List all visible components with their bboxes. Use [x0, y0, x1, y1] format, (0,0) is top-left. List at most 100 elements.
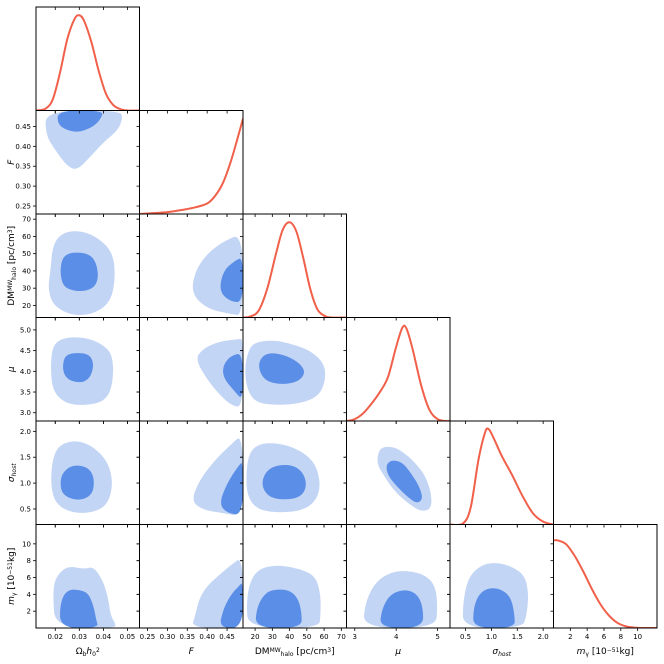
x-tick-label: 4 — [394, 633, 399, 641]
panel-frame — [139, 110, 244, 215]
x-tick-label: 10 — [633, 633, 642, 641]
y-tick-label: 40 — [22, 267, 31, 275]
y-tick-label: 4.5 — [20, 347, 31, 355]
panel-frame — [346, 317, 451, 422]
x-tick-label: 3 — [353, 633, 357, 641]
panel-frame — [35, 6, 140, 111]
y-tick-label: 1.5 — [20, 454, 31, 462]
panel-dm-vs-dm — [242, 213, 347, 321]
x-tick-label: 40 — [285, 633, 294, 641]
y-tick-label: 60 — [22, 233, 31, 241]
panel-sigma-vs-mu — [343, 420, 451, 528]
marginal-curve-F — [139, 118, 243, 214]
contour-68-dm-omega — [60, 252, 98, 292]
x-tick-label: 0.40 — [199, 633, 215, 641]
contour-68-dm-F — [220, 258, 243, 302]
panel-mu-vs-mu — [346, 317, 451, 424]
x-tick-label: 0.30 — [160, 633, 176, 641]
y-tick-label: 2 — [27, 608, 31, 616]
x-tick-label: 30 — [268, 633, 277, 641]
contour-68-mg-sigma — [473, 588, 515, 628]
y-axis-label-dm: DMMWhalo [pc/cm3] — [7, 226, 18, 306]
y-tick-label: 10 — [22, 540, 31, 548]
y-tick-label: 0.40 — [15, 143, 31, 151]
y-tick-label: 8 — [27, 557, 31, 565]
x-tick-label: 4 — [585, 633, 590, 641]
contour-68-mg-mu — [380, 590, 424, 628]
y-tick-label: 4 — [27, 591, 32, 599]
panel-sigma-vs-F — [136, 420, 244, 528]
panel-sigma-vs-omega: 0.5 1.0 1.5 2.0 — [20, 420, 140, 528]
y-tick-label: 5.0 — [20, 326, 31, 334]
panel-mg-vs-mu: 3 4 5 — [343, 524, 451, 641]
marginal-curve-mg — [553, 539, 657, 628]
panel-mu-vs-dm — [240, 317, 347, 424]
y-tick-label: 0.5 — [20, 505, 31, 513]
x-tick-label: 1.5 — [512, 633, 523, 641]
x-tick-label: 0.25 — [140, 633, 156, 641]
panel-omega-vs-omega — [35, 6, 140, 114]
panel-sigma-vs-dm — [240, 420, 347, 528]
y-axis-label-sigma: σhost — [7, 463, 18, 482]
y-axis-label-mg: mγ [10−51kg] — [7, 548, 18, 605]
panel-mg-vs-omega: 0.02 0.03 0.04 0.05 2 4 6 8 10 — [22, 524, 140, 641]
y-tick-label: 30 — [22, 285, 31, 293]
y-tick-label: 0.45 — [15, 123, 31, 131]
panel-frame — [449, 420, 554, 525]
x-tick-label: 5 — [435, 633, 439, 641]
x-tick-label: 0.02 — [47, 633, 63, 641]
y-tick-label: 3.5 — [20, 389, 31, 397]
contour-95-mu-F — [197, 339, 243, 407]
marginal-curve-mu — [346, 324, 450, 421]
y-axis-label-mu: μ — [7, 366, 17, 373]
panel-mu-vs-omega: 3.0 3.5 4.0 4.5 5.0 — [20, 317, 140, 424]
y-tick-label: 1.0 — [20, 480, 31, 488]
panel-mg-vs-mg: 2 4 6 8 10 — [553, 524, 658, 641]
panel-dm-vs-omega: 20 30 40 50 60 70 — [22, 213, 140, 321]
x-axis-label-dm: DMMWhalo [pc/cm3] — [255, 647, 335, 658]
contour-68-mu-dm — [259, 353, 304, 384]
marginal-curve-omega — [36, 14, 140, 111]
x-axis-label-F: F — [189, 647, 195, 657]
panel-mg-vs-F: 0.25 0.30 0.35 0.40 0.45 — [136, 524, 244, 641]
panel-sigma-vs-sigma — [449, 420, 554, 528]
x-axis-label-omega: Ωbh02 — [76, 647, 100, 658]
x-tick-label: 0.05 — [120, 633, 136, 641]
contour-68-sigma-F — [221, 462, 243, 515]
x-tick-label: 2.0 — [538, 633, 549, 641]
y-tick-label: 4.0 — [20, 368, 31, 376]
x-tick-label: 8 — [619, 633, 623, 641]
contour-68-mg-dm — [255, 589, 302, 628]
x-tick-label: 60 — [320, 633, 329, 641]
y-tick-label: 3.0 — [20, 409, 31, 417]
panel-mg-vs-sigma: 0.5 1.0 1.5 2.0 — [447, 524, 554, 641]
x-tick-label: 1.0 — [486, 633, 497, 641]
y-tick-label: 0.35 — [15, 163, 31, 171]
contour-68-mg-F — [220, 583, 243, 628]
x-tick-label: 0.5 — [460, 633, 471, 641]
x-tick-label: 0.45 — [219, 633, 235, 641]
x-tick-label: 6 — [602, 633, 607, 641]
x-tick-label: 20 — [251, 633, 260, 641]
contour-68-mu-F — [223, 353, 243, 397]
y-tick-label: 0.30 — [15, 183, 31, 191]
y-tick-label: 50 — [22, 250, 31, 258]
x-tick-label: 0.04 — [96, 633, 112, 641]
contour-68-mu-omega — [63, 353, 93, 383]
panel-mu-vs-F — [136, 317, 244, 424]
y-tick-label: 6 — [27, 574, 32, 582]
x-tick-label: 0.03 — [72, 633, 88, 641]
panel-F-vs-F — [139, 110, 244, 217]
y-tick-label: 0.25 — [15, 203, 31, 211]
x-axis-label-mu: μ — [394, 647, 401, 657]
x-tick-label: 70 — [337, 633, 346, 641]
panel-F-vs-omega: 0.25 0.30 0.35 0.40 0.45 — [15, 110, 140, 217]
panel-dm-vs-F — [136, 213, 244, 321]
panel-mg-vs-dm: 20 30 40 50 60 70 — [240, 524, 347, 641]
x-axis-label-sigma: σhost — [492, 647, 511, 658]
contour-68-sigma-dm — [262, 464, 306, 500]
contour-68-sigma-omega — [60, 465, 94, 500]
y-tick-label: 2.0 — [20, 428, 31, 436]
contour-68-sigma-mu — [386, 460, 422, 503]
